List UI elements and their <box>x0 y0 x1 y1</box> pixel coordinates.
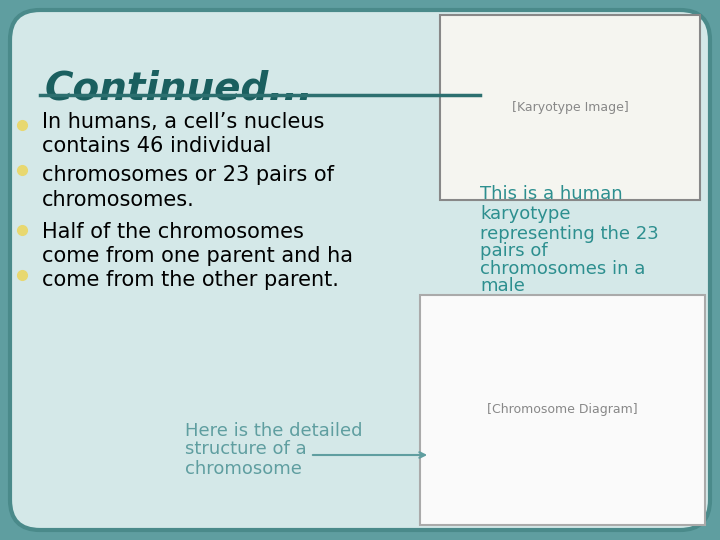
Text: structure of a: structure of a <box>185 440 307 458</box>
Text: karyotype: karyotype <box>480 205 570 223</box>
Text: This is a human: This is a human <box>480 185 623 203</box>
FancyBboxPatch shape <box>10 10 710 530</box>
Text: [Chromosome Diagram]: [Chromosome Diagram] <box>487 403 637 416</box>
Text: contains 46 individual: contains 46 individual <box>42 136 271 156</box>
Text: chromosomes or 23 pairs of: chromosomes or 23 pairs of <box>42 165 334 185</box>
Text: Here is the detailed: Here is the detailed <box>185 422 362 440</box>
Text: representing the 23: representing the 23 <box>480 225 659 243</box>
Text: chromosomes.: chromosomes. <box>42 190 194 210</box>
Text: chromosome: chromosome <box>185 460 302 478</box>
FancyBboxPatch shape <box>420 295 705 525</box>
Text: Continued...: Continued... <box>45 70 314 108</box>
Text: pairs of: pairs of <box>480 242 548 260</box>
Text: come from one parent and ha: come from one parent and ha <box>42 246 353 266</box>
Text: [Karyotype Image]: [Karyotype Image] <box>512 102 629 114</box>
FancyBboxPatch shape <box>440 15 700 200</box>
Text: male: male <box>480 277 525 295</box>
Text: come from the other parent.: come from the other parent. <box>42 270 339 290</box>
Text: In humans, a cell’s nucleus: In humans, a cell’s nucleus <box>42 112 325 132</box>
Text: Half of the chromosomes: Half of the chromosomes <box>42 222 304 242</box>
Text: chromosomes in a: chromosomes in a <box>480 260 645 278</box>
